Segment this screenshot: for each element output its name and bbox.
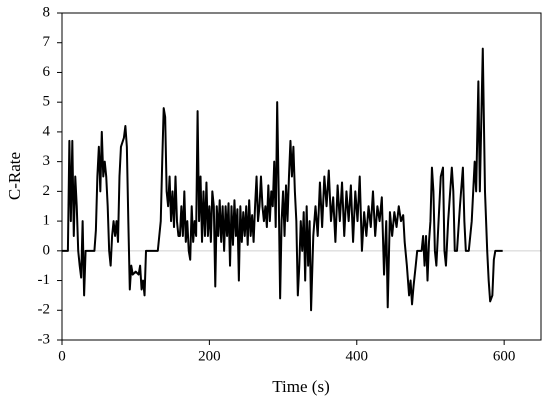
y-tick-label: -3 bbox=[38, 331, 51, 347]
y-tick-label: 3 bbox=[43, 153, 51, 169]
y-tick-label: 4 bbox=[43, 123, 51, 139]
y-tick-label: 5 bbox=[43, 94, 51, 110]
y-tick-label: 6 bbox=[43, 64, 51, 80]
x-tick-label: 0 bbox=[58, 348, 66, 364]
x-tick-label: 200 bbox=[198, 348, 221, 364]
y-tick-label: 7 bbox=[43, 34, 51, 50]
y-axis-title: C-Rate bbox=[5, 152, 24, 200]
x-tick-label: 400 bbox=[346, 348, 369, 364]
x-axis-title: Time (s) bbox=[272, 377, 329, 396]
data-line bbox=[62, 47, 503, 312]
y-tick-label: -1 bbox=[38, 272, 51, 288]
y-tick-label: 8 bbox=[43, 4, 51, 20]
y-tick-label: 2 bbox=[43, 183, 51, 199]
plot-frame bbox=[61, 12, 542, 341]
x-tick-label: 600 bbox=[493, 348, 516, 364]
y-tick-label: -2 bbox=[38, 302, 51, 318]
y-tick-label: 0 bbox=[43, 242, 51, 258]
y-tick-label: 1 bbox=[43, 213, 51, 229]
